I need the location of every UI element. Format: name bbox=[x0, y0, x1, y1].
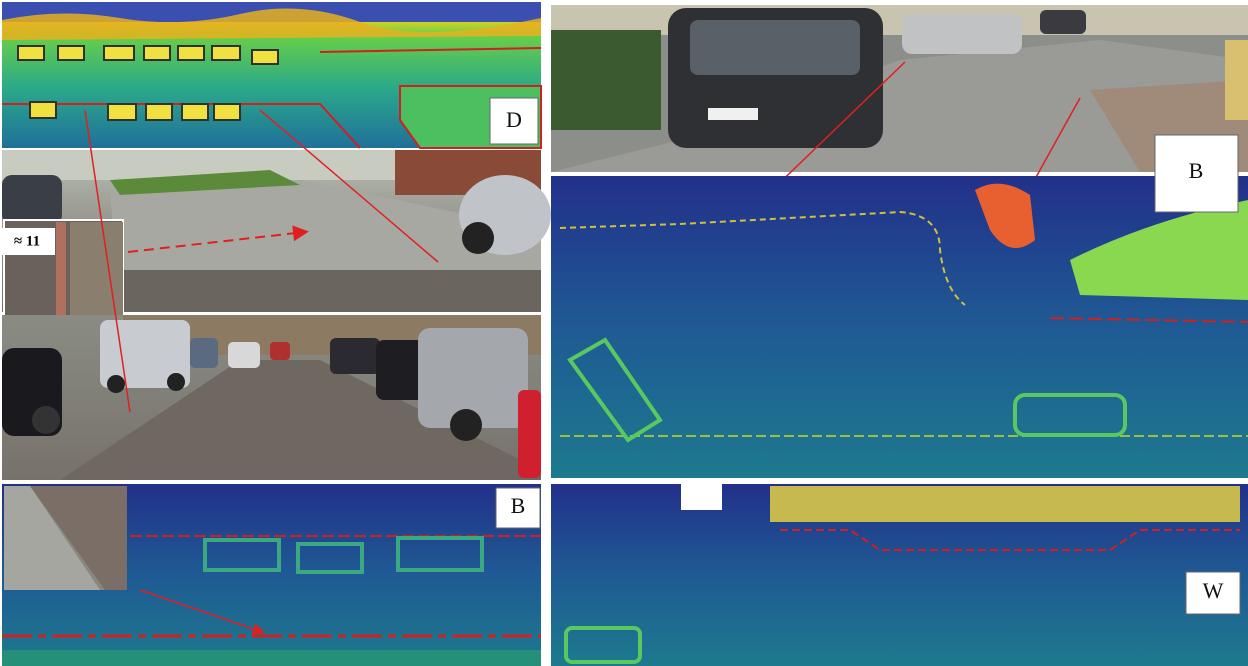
point-cloud-d: D bbox=[2, 2, 541, 148]
point-cloud-w: W bbox=[551, 484, 1248, 666]
figure: D ≈ 11 bbox=[0, 0, 1248, 666]
panel-label: B bbox=[511, 493, 526, 518]
panel-label: D bbox=[506, 107, 522, 132]
panel-label: W bbox=[1203, 578, 1224, 603]
point-cloud: B bbox=[551, 135, 1248, 478]
point-cloud-b: B bbox=[2, 484, 541, 666]
panel-label: B bbox=[1189, 158, 1204, 183]
inset-label: ≈ 11 bbox=[14, 233, 40, 249]
